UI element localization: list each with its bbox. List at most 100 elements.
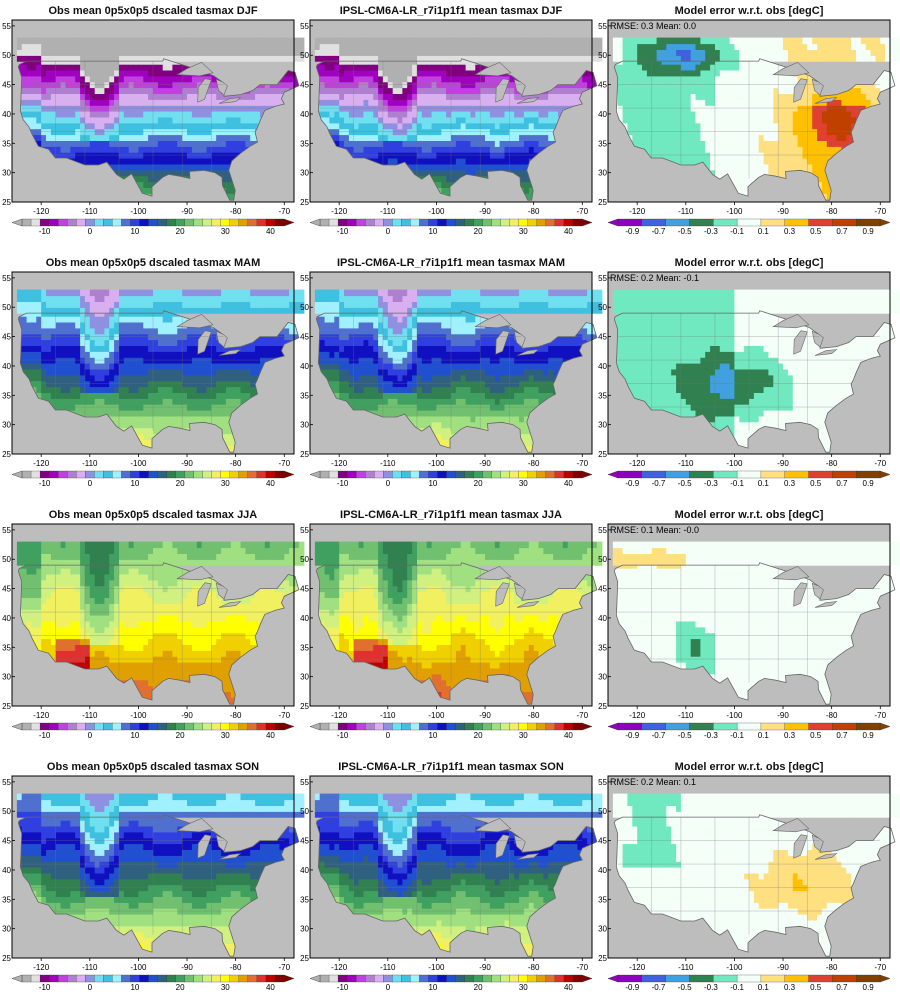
lon-tick-label: -90 [479, 459, 491, 468]
colorbar-swatch [247, 470, 258, 479]
great-lake-3 [814, 97, 838, 104]
colorbar-swatch [410, 470, 420, 479]
colorbar-tick-label: 0 [88, 731, 93, 740]
panel-title: IPSL-CM6A-LR_r7i1p1f1 mean tasmax SON [338, 761, 564, 773]
lon-tick-label: -80 [230, 207, 242, 216]
colorbar-swatch [319, 470, 330, 479]
lon-tick-label: -80 [230, 711, 242, 720]
lon-tick-label: -110 [678, 207, 694, 216]
colorbar-swatch [21, 974, 32, 983]
great-lake-2 [513, 78, 526, 96]
lat-tick-label: 25 [598, 702, 607, 711]
colorbar-tick-label: 30 [221, 983, 230, 992]
colorbar-swatch [238, 722, 249, 731]
lat-tick-label: 50 [598, 303, 607, 312]
colorbar-swatch [832, 722, 857, 731]
lat-tick-label: 50 [598, 555, 607, 564]
lat-tick-label: 40 [598, 614, 607, 623]
colorbar-max-arrow [283, 722, 295, 731]
colorbar-swatch [545, 470, 556, 479]
colorbar-swatch [337, 470, 348, 479]
lat-tick-label: 35 [300, 895, 309, 904]
lat-tick-label: 50 [300, 807, 309, 816]
colorbar-swatch [39, 722, 50, 731]
colorbar-swatch [184, 470, 195, 479]
colorbar-max-arrow [879, 722, 891, 731]
canada-field [612, 541, 900, 566]
great-lake-0 [474, 313, 512, 329]
error-colorbar: -0.9 -0.7 -0.5 -0.3 -0.1 0.1 0.3 0.5 0.7 0.9 [607, 722, 891, 740]
colorbar-swatch [509, 974, 520, 983]
colorbar-swatch [193, 218, 204, 227]
colorbar-swatch [319, 722, 330, 731]
colorbar-swatch [760, 470, 786, 479]
colorbar-swatch [220, 974, 231, 983]
lat-tick-label: 45 [2, 585, 11, 594]
lat-tick-label: 30 [300, 925, 309, 934]
lon-tick-label: -90 [181, 711, 193, 720]
error-colorbar: -0.9 -0.7 -0.5 -0.3 -0.1 0.1 0.3 0.5 0.7 0.9 [607, 218, 891, 236]
colorbar-swatch [527, 974, 538, 983]
colorbar-swatch [419, 722, 429, 731]
colorbar-swatch [760, 974, 786, 983]
lat-tick-label: 55 [300, 778, 309, 787]
colorbar-min-arrow [11, 218, 23, 227]
panel-title: Model error w.r.t. obs [degC] [675, 257, 824, 269]
lat-tick-label: 45 [598, 585, 607, 594]
map-frame [11, 19, 295, 203]
colorbar-swatch [428, 218, 438, 227]
lat-tick-label: 40 [2, 866, 11, 875]
colorbar-swatch [328, 218, 339, 227]
panel-title: IPSL-CM6A-LR_r7i1p1f1 mean tasmax DJF [340, 5, 563, 17]
panel-son-error: Model error w.r.t. obs [degC] -120 -110 -10… [598, 761, 900, 992]
state-lines [617, 61, 881, 179]
colorbar-swatch [355, 974, 366, 983]
lon-tick-label: -110 [82, 459, 98, 468]
colorbar-swatch [274, 974, 285, 983]
colorbar-tick-label: 20 [176, 731, 185, 740]
colorbar-swatch [365, 974, 375, 983]
map-frame [11, 523, 295, 707]
lon-tick-label: -80 [528, 963, 540, 972]
colorbar-tick-label: -0.5 [678, 731, 692, 740]
colorbar-tick-label: -0.9 [625, 731, 639, 740]
colorbar-swatch [563, 722, 574, 731]
colorbar-swatch [808, 974, 833, 983]
colorbar-swatch [139, 722, 149, 731]
colorbar-swatch [500, 470, 511, 479]
colorbar-swatch [392, 470, 402, 479]
lat-tick-label: 45 [300, 585, 309, 594]
colorbar-swatch [617, 470, 643, 479]
great-lake-2 [215, 330, 228, 348]
colorbar-swatch [518, 974, 529, 983]
lat-tick-label: 25 [300, 450, 309, 459]
colorbar-swatch [94, 470, 104, 479]
colorbar-swatch [437, 470, 447, 479]
colorbar-swatch [265, 974, 276, 983]
lat-tick-label: 45 [2, 81, 11, 90]
lon-tick-label: -100 [726, 711, 743, 720]
colorbar-swatch [464, 470, 475, 479]
great-lake-3 [218, 349, 242, 356]
lon-tick-label: -90 [181, 459, 193, 468]
colorbar-swatch [229, 218, 240, 227]
lat-tick-label: 55 [598, 778, 607, 787]
colorbar-swatch [856, 470, 881, 479]
lat-tick-label: 25 [300, 702, 309, 711]
lat-tick-label: 25 [2, 954, 11, 963]
colorbar-tick-label: 0.5 [810, 731, 822, 740]
great-lake-0 [176, 817, 214, 833]
colorbar-swatch [256, 974, 267, 983]
panel-mam-model: IPSL-CM6A-LR_r7i1p1f1 mean tasmax MAM -12… [300, 257, 603, 488]
colorbar-swatch [220, 218, 231, 227]
colorbar-swatch [545, 218, 556, 227]
us-outline [17, 814, 300, 957]
lat-tick-label: 40 [300, 110, 309, 119]
great-lake-3 [814, 853, 838, 860]
panel-title: Model error w.r.t. obs [degC] [675, 761, 824, 773]
colorbar-tick-label: -0.9 [625, 479, 639, 488]
lon-tick-label: -80 [826, 711, 838, 720]
colorbar-swatch [641, 974, 667, 983]
colorbar-swatch [193, 470, 204, 479]
lat-tick-label: 25 [300, 954, 309, 963]
